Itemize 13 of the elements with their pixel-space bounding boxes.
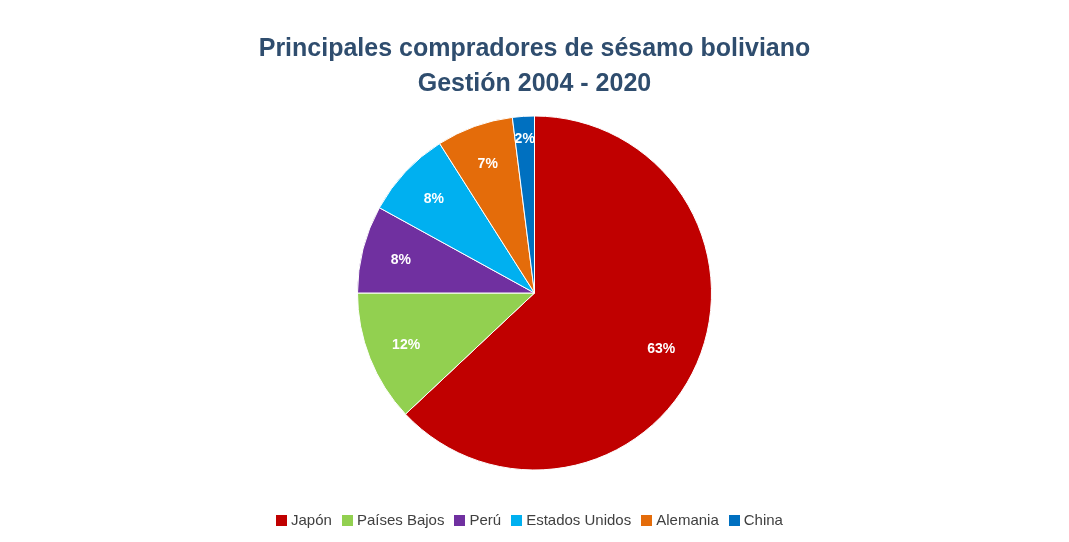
data-label: 2% bbox=[514, 129, 536, 146]
legend-label: Alemania bbox=[656, 511, 719, 528]
data-label: 63% bbox=[647, 339, 676, 356]
data-label: 8% bbox=[423, 190, 445, 207]
chart-title: Principales compradores de sésamo boliviano Gestión 2004 - 2020 bbox=[257, 32, 812, 98]
legend-label: China bbox=[743, 511, 783, 528]
data-label: 7% bbox=[477, 155, 499, 172]
data-label: 8% bbox=[390, 250, 412, 267]
legend-label: Perú bbox=[469, 511, 502, 528]
data-label: 12% bbox=[392, 335, 421, 352]
legend-label: Países Bajos bbox=[356, 511, 445, 528]
legend-label: Estados Unidos bbox=[526, 511, 632, 528]
legend-label: Japón bbox=[291, 511, 332, 528]
